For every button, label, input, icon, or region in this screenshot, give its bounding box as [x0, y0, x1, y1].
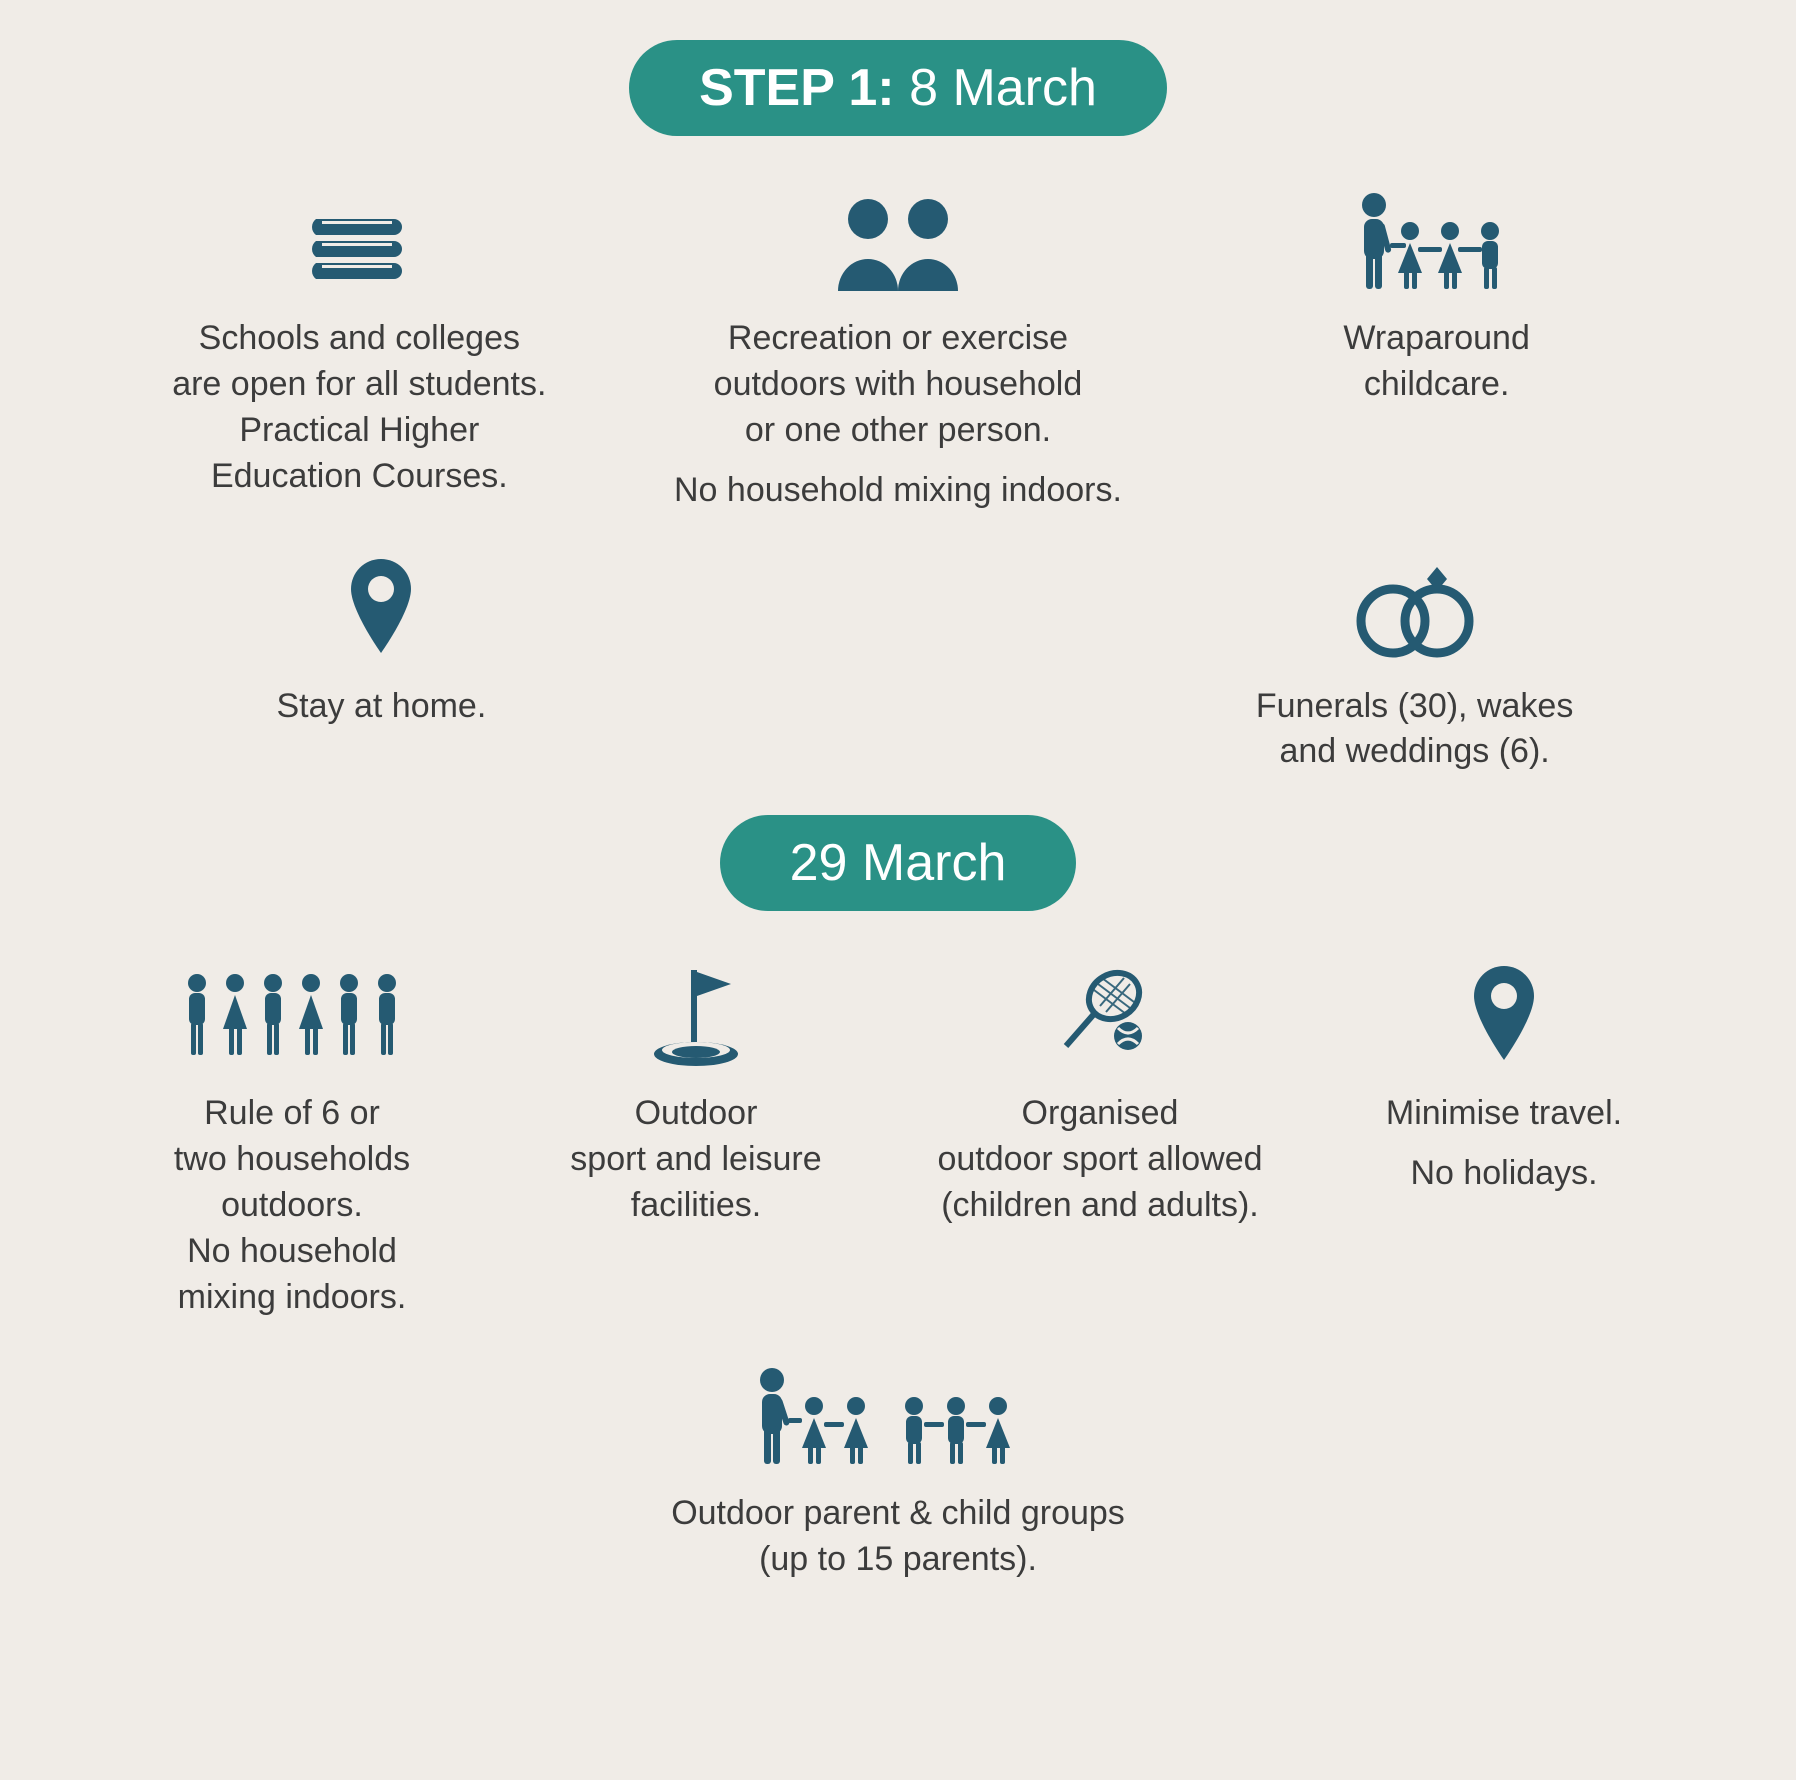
cell-parentchild: Outdoor parent & child groups (up to 15 …	[575, 1361, 1221, 1583]
cell-childcare: Wraparound childcare.	[1178, 186, 1695, 514]
cell-schools: Schools and colleges are open for all st…	[101, 186, 618, 514]
march29-section: 29 March Rule of 6 or	[90, 815, 1706, 1582]
cell-recreation: Recreation or exercise outdoors with hou…	[639, 186, 1156, 514]
cell-recreation-text: Recreation or exercise outdoors with hou…	[639, 316, 1156, 514]
cell-schools-text: Schools and colleges are open for all st…	[101, 316, 618, 500]
march29-pill-text: 29 March	[790, 834, 1007, 892]
step1-pill-bold: STEP 1:	[699, 59, 895, 117]
cell-minimisetravel: Minimise travel. No holidays.	[1310, 961, 1698, 1320]
step1-pill-rest: 8 March	[895, 59, 1097, 117]
cell-ruleof6: Rule of 6 or two households outdoors. No…	[98, 961, 486, 1320]
cell-organisedsport: Organised outdoor sport allowed (childre…	[906, 961, 1294, 1320]
golf-flag-icon	[502, 961, 890, 1071]
cell-childcare-text: Wraparound childcare.	[1178, 316, 1695, 408]
tennis-icon	[906, 961, 1294, 1071]
step1-row1: Schools and colleges are open for all st…	[90, 186, 1706, 514]
cell-outdoorsport-text: Outdoor sport and leisure facilities.	[502, 1091, 890, 1229]
location-pin-icon	[160, 554, 603, 664]
step1-pill-wrap: STEP 1: 8 March	[90, 40, 1706, 186]
two-people-icon	[639, 186, 1156, 296]
location-pin-icon	[1310, 961, 1698, 1071]
step1-pill: STEP 1: 8 March	[629, 40, 1167, 136]
cell-stayhome: Stay at home.	[160, 554, 603, 776]
family-icon	[1178, 186, 1695, 296]
step1-row2: Stay at home. Funerals (30), wakes and w…	[90, 554, 1706, 776]
cell-minimisetravel-text: Minimise travel. No holidays.	[1310, 1091, 1698, 1197]
cell-stayhome-text: Stay at home.	[160, 684, 603, 730]
march29-pill: 29 March	[720, 815, 1077, 911]
parent-children-group-icon	[575, 1361, 1221, 1471]
cell-funerals-text: Funerals (30), wakes and weddings (6).	[1193, 684, 1636, 776]
cell-parentchild-text: Outdoor parent & child groups (up to 15 …	[575, 1491, 1221, 1583]
books-icon	[101, 186, 618, 296]
cell-outdoorsport: Outdoor sport and leisure facilities.	[502, 961, 890, 1320]
march29-row2: Outdoor parent & child groups (up to 15 …	[90, 1361, 1706, 1583]
march29-row1: Rule of 6 or two households outdoors. No…	[90, 961, 1706, 1320]
cell-funerals: Funerals (30), wakes and weddings (6).	[1193, 554, 1636, 776]
six-people-icon	[98, 961, 486, 1071]
cell-ruleof6-text: Rule of 6 or two households outdoors. No…	[98, 1091, 486, 1320]
step1-section: STEP 1: 8 March Schools and colleges	[90, 40, 1706, 775]
wedding-rings-icon	[1193, 554, 1636, 664]
cell-organisedsport-text: Organised outdoor sport allowed (childre…	[906, 1091, 1294, 1229]
march29-pill-wrap: 29 March	[90, 815, 1706, 961]
